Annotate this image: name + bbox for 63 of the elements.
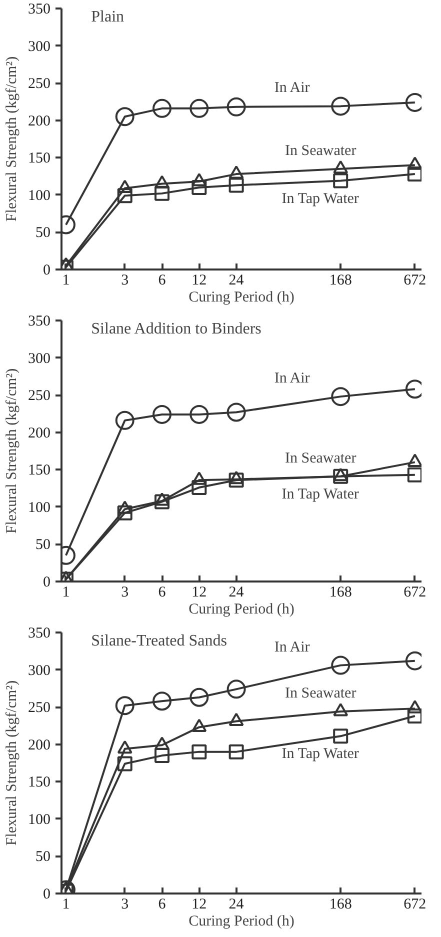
y-tick-label: 250: [28, 700, 50, 716]
series-label: In Tap Water: [282, 486, 359, 502]
x-tick-label: 168: [329, 896, 352, 912]
x-tick-label: 168: [329, 272, 352, 288]
series-label: In Air: [274, 370, 310, 387]
y-tick-label: 350: [28, 314, 50, 330]
y-tick-label: 300: [28, 350, 50, 367]
y-tick-label: 300: [28, 662, 50, 679]
x-tick-label: 672: [404, 896, 426, 912]
y-tick-label: 150: [28, 462, 50, 479]
y-tick-label: 250: [28, 76, 50, 92]
y-tick-label: 200: [28, 737, 50, 754]
x-tick-label: 12: [192, 272, 207, 288]
x-tick-label: 672: [404, 584, 426, 600]
series-label: In Seawater: [284, 686, 356, 702]
y-tick-label: 100: [28, 500, 50, 516]
x-tick-label: 6: [158, 896, 166, 912]
x-tick-label: 6: [158, 272, 166, 288]
x-tick-label: 3: [121, 584, 129, 600]
y-tick-label: 350: [28, 2, 50, 18]
y-tick-label: 200: [28, 113, 50, 130]
x-tick-label: 1: [62, 272, 70, 288]
x-axis-title: Curing Period (h): [188, 602, 294, 618]
x-tick-label: 24: [228, 272, 244, 288]
y-tick-label: 200: [28, 425, 50, 442]
chart-title: Silane Addition to Binders: [91, 320, 262, 338]
series-label: In Tap Water: [282, 746, 359, 762]
y-tick-label: 300: [28, 38, 50, 55]
y-tick-label: 0: [43, 574, 50, 590]
x-tick-label: 3: [121, 896, 129, 912]
y-tick-label: 50: [36, 537, 50, 554]
x-tick-label: 12: [192, 584, 207, 600]
chart-title: Plain: [91, 8, 124, 26]
x-tick-label: 12: [192, 896, 207, 912]
y-axis-title: Flexural Strength (kgf/cm²): [4, 56, 20, 222]
x-axis-title: Curing Period (h): [188, 290, 294, 306]
x-tick-label: 6: [158, 584, 166, 600]
x-tick-label: 1: [62, 896, 70, 912]
x-tick-label: 24: [228, 896, 244, 912]
y-tick-label: 100: [28, 812, 50, 828]
x-tick-label: 24: [228, 584, 244, 600]
y-tick-label: 0: [43, 262, 50, 278]
series-label: In Tap Water: [282, 190, 359, 207]
x-tick-label: 1: [62, 584, 70, 600]
series-label: In Air: [274, 80, 310, 96]
x-tick-label: 672: [404, 272, 426, 288]
series-label: In Seawater: [284, 450, 356, 466]
y-tick-label: 50: [36, 225, 50, 242]
y-tick-label: 0: [43, 886, 50, 902]
y-tick-label: 50: [36, 849, 50, 866]
y-tick-label: 150: [28, 150, 50, 167]
y-tick-label: 350: [28, 626, 50, 642]
series-label: In Air: [274, 639, 310, 656]
series-label: In Seawater: [284, 142, 356, 159]
x-tick-label: 168: [329, 584, 352, 600]
x-tick-label: 3: [121, 272, 129, 288]
x-axis-title: Curing Period (h): [188, 914, 294, 930]
y-tick-label: 100: [28, 188, 50, 204]
y-axis-title: Flexural Strength (kgf/cm²): [4, 680, 20, 846]
y-tick-label: 250: [28, 388, 50, 404]
y-tick-label: 150: [28, 774, 50, 791]
chart-title: Silane-Treated Sands: [91, 632, 228, 650]
y-axis-title: Flexural Strength (kgf/cm²): [4, 368, 20, 534]
